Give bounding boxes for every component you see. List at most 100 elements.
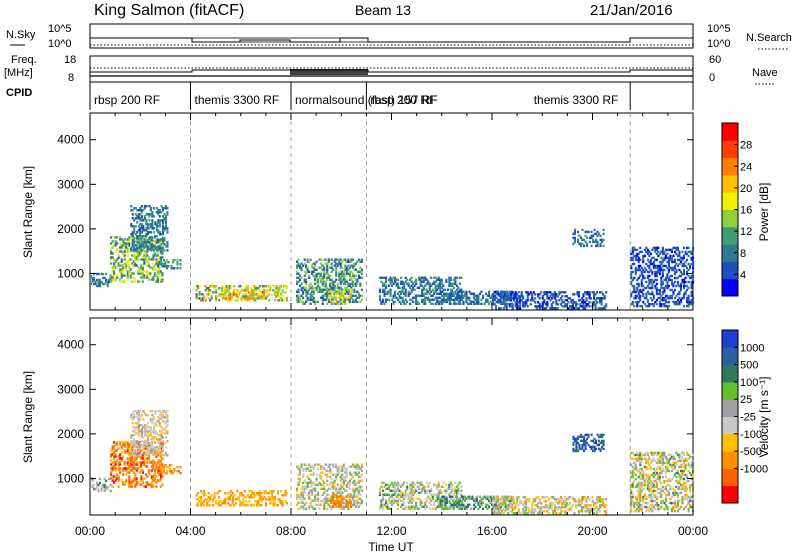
data-cell: [246, 504, 249, 507]
data-cell: [359, 284, 362, 288]
data-cell: [436, 485, 439, 489]
data-cell: [672, 284, 675, 288]
data-cell: [672, 290, 675, 294]
data-cell: [344, 278, 347, 282]
data-cell: [422, 302, 425, 306]
data-cell: [359, 487, 362, 491]
data-cell: [309, 258, 312, 261]
data-cell: [682, 246, 686, 250]
data-cell: [164, 416, 168, 419]
data-cell: [511, 498, 514, 501]
data-cell: [318, 481, 321, 485]
data-cell: [176, 263, 179, 266]
data-cell: [631, 262, 634, 266]
data-cell: [321, 298, 324, 302]
data-cell: [348, 497, 351, 501]
data-cell: [137, 412, 140, 415]
data-cell: [571, 496, 575, 499]
data-cell: [338, 467, 341, 470]
data-cell: [339, 262, 342, 265]
data-cell: [317, 300, 320, 304]
data-cell: [667, 258, 671, 262]
data-cell: [550, 504, 553, 507]
data-cell: [334, 296, 337, 299]
data-cell: [646, 304, 649, 308]
data-cell: [303, 487, 306, 491]
data-cell: [459, 497, 462, 501]
data-cell: [100, 487, 103, 491]
data-cell: [110, 455, 113, 458]
data-cell: [510, 506, 513, 509]
data-cell: [131, 442, 134, 445]
data-cell: [328, 499, 331, 502]
data-cell: [675, 300, 678, 304]
data-cell: [645, 304, 648, 308]
data-cell: [146, 457, 149, 460]
data-cell: [247, 295, 250, 298]
data-cell: [163, 442, 166, 445]
data-cell: [517, 301, 520, 304]
data-cell: [353, 262, 356, 265]
data-cell: [141, 471, 144, 474]
data-cell: [546, 504, 549, 507]
data-cell: [511, 307, 514, 310]
data-cell: [570, 506, 573, 509]
data-cell: [110, 467, 113, 470]
data-cell: [269, 289, 272, 292]
data-cell: [658, 272, 661, 276]
data-cell: [416, 485, 419, 489]
data-cell: [436, 495, 439, 499]
data-cell: [678, 284, 681, 288]
data-cell: [442, 497, 445, 501]
data-cell: [596, 512, 599, 515]
data-cell: [320, 296, 323, 300]
cpid-segment-label: themis 3300 RF: [534, 93, 619, 107]
data-cell: [128, 250, 131, 253]
data-cell: [131, 241, 134, 244]
data-cell: [153, 252, 156, 255]
data-cell: [335, 258, 338, 261]
data-cell: [157, 446, 160, 449]
data-cell: [330, 280, 333, 284]
data-cell: [103, 282, 106, 286]
data-cell: [113, 465, 116, 468]
data-cell: [380, 505, 383, 509]
data-cell: [389, 282, 392, 286]
data-cell: [258, 490, 261, 493]
data-cell: [102, 272, 105, 276]
data-cell: [448, 487, 451, 491]
data-cell: [692, 262, 695, 266]
data-cell: [131, 272, 134, 275]
data-cell: [401, 503, 404, 507]
data-cell: [345, 503, 348, 506]
data-cell: [326, 483, 329, 487]
data-cell: [602, 307, 605, 310]
data-cell: [543, 291, 546, 294]
data-cell: [499, 508, 502, 511]
data-cell: [354, 487, 357, 491]
data-cell: [279, 299, 283, 302]
data-cell: [260, 500, 263, 503]
data-cell: [351, 294, 354, 298]
data-cell: [378, 276, 382, 280]
data-cell: [143, 432, 146, 435]
data-cell: [605, 510, 608, 513]
data-cell: [401, 499, 404, 503]
noise-left-tick-top: 10^5: [48, 23, 72, 35]
data-cell: [159, 278, 162, 281]
data-cell: [207, 492, 210, 495]
data-cell: [407, 495, 410, 499]
data-cell: [111, 252, 114, 255]
data-cell: [137, 229, 140, 232]
data-cell: [666, 304, 669, 308]
data-cell: [303, 274, 306, 278]
data-cell: [388, 487, 391, 491]
data-cell: [673, 250, 677, 254]
data-cell: [135, 467, 138, 470]
data-cell: [462, 302, 465, 306]
data-cell: [149, 432, 152, 435]
data-cell: [441, 290, 444, 294]
data-cell: [142, 225, 145, 228]
data-cell: [145, 221, 148, 224]
data-cell: [154, 223, 157, 226]
